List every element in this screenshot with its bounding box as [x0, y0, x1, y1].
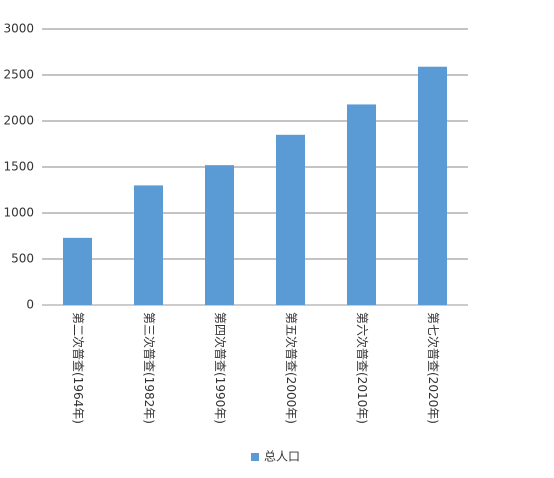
- x-tick-label: 第六次普查(2010年): [355, 312, 369, 424]
- x-tick-label: 第四次普查(1990年): [213, 312, 227, 424]
- legend-label: 总人口: [264, 450, 300, 464]
- bar: [205, 165, 234, 305]
- y-tick-label: 0: [26, 298, 34, 312]
- y-tick-label: 500: [11, 252, 34, 266]
- x-tick-label: 第三次普查(1982年): [142, 312, 156, 424]
- bar: [418, 66, 447, 305]
- y-tick-label: 2000: [3, 114, 34, 128]
- legend-swatch: [251, 453, 259, 461]
- bar: [63, 237, 92, 305]
- y-tick-label: 2500: [3, 68, 34, 82]
- x-tick-label: 第七次普查(2020年): [426, 312, 440, 424]
- y-tick-label: 1000: [3, 206, 34, 220]
- x-tick-label: 第五次普查(2000年): [284, 312, 298, 424]
- bar: [347, 104, 376, 305]
- bar: [276, 134, 305, 305]
- y-tick-label: 3000: [3, 22, 34, 36]
- x-tick-label: 第二次普查(1964年): [71, 312, 85, 424]
- bar: [134, 185, 163, 305]
- y-tick-label: 1500: [3, 160, 34, 174]
